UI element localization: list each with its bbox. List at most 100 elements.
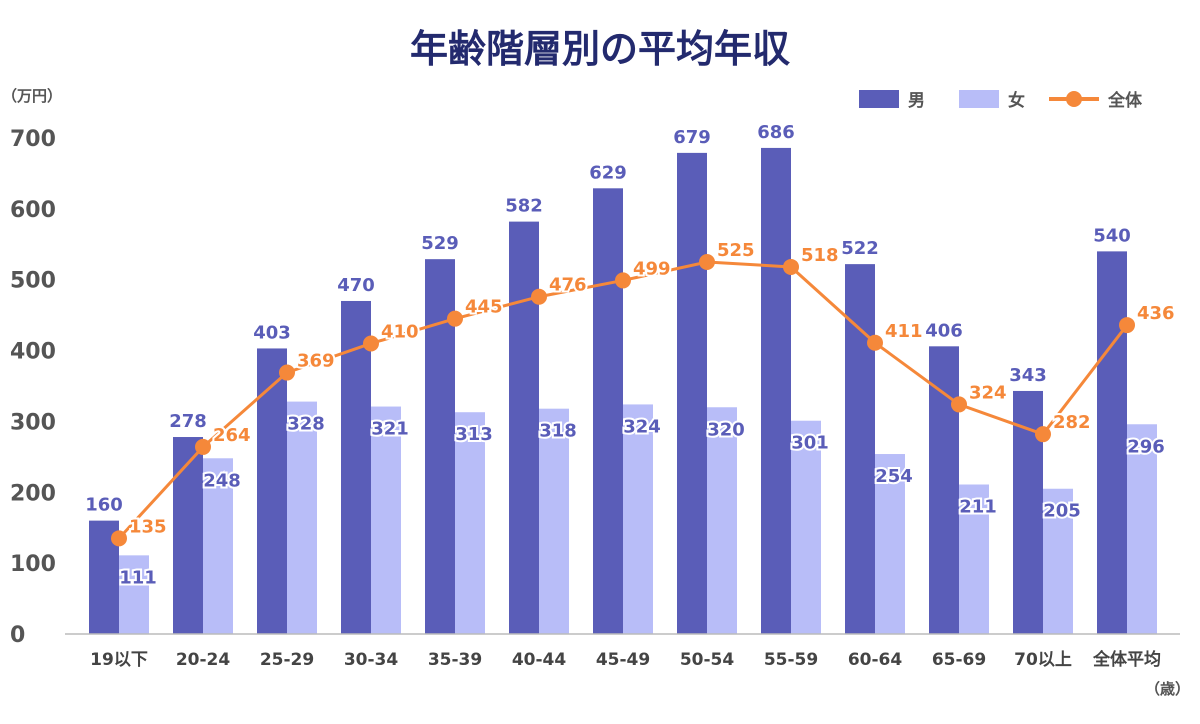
y-tick-label: 0 [10, 623, 25, 648]
data-label-total: 436 [1137, 303, 1175, 324]
bar-male [1097, 251, 1127, 634]
data-label-total: 410 [381, 321, 419, 342]
x-tick-label: 40-44 [512, 650, 567, 670]
x-tick-label: 19以下 [90, 650, 148, 670]
point-total [195, 438, 211, 455]
data-label-total: 282 [1053, 412, 1091, 433]
x-tick-label: 全体平均 [1092, 649, 1161, 670]
y-tick-label: 300 [10, 410, 56, 435]
bar-female [287, 401, 317, 634]
bar-male [845, 264, 875, 634]
point-total [1035, 426, 1051, 443]
data-label-total: 518 [801, 245, 839, 266]
bar-male [929, 346, 959, 634]
bar-female [1127, 424, 1157, 634]
y-tick-label: 500 [10, 269, 56, 294]
x-tick-label: 20-24 [176, 650, 231, 670]
y-tick-label: 400 [10, 340, 56, 365]
point-total [1119, 317, 1135, 334]
bar-female [119, 555, 149, 634]
bar-female [959, 484, 989, 634]
x-tick-label: 60-64 [848, 650, 903, 670]
x-tick-label: 30-34 [344, 650, 399, 670]
data-label-male: 406 [925, 320, 963, 341]
bar-female [623, 404, 653, 634]
data-label-male: 540 [1093, 225, 1131, 246]
data-label-female: 313 [455, 424, 493, 445]
data-label-female: 296 [1127, 436, 1165, 457]
bar-male [341, 300, 371, 634]
point-total [699, 254, 715, 270]
point-total [615, 272, 631, 289]
data-label-male: 522 [841, 238, 879, 259]
y-tick-label: 200 [10, 481, 56, 506]
bar-female [875, 454, 905, 634]
x-tick-label: 25-29 [260, 650, 314, 670]
data-label-total: 525 [717, 240, 755, 261]
data-label-total: 369 [297, 351, 335, 372]
bar-male [509, 221, 539, 634]
bar-female [371, 406, 401, 634]
point-total [867, 334, 883, 351]
data-label-total: 264 [213, 425, 251, 446]
data-label-male: 160 [85, 495, 123, 516]
x-tick-label: 35-39 [428, 650, 482, 670]
point-total [531, 288, 547, 305]
data-label-total: 476 [549, 275, 587, 296]
legend-swatch-female [959, 90, 999, 108]
legend-swatch-male [859, 90, 899, 108]
data-label-female: 320 [707, 419, 745, 440]
bar-female [707, 407, 737, 634]
data-label-total: 324 [969, 382, 1007, 403]
data-label-female: 111 [119, 567, 157, 588]
x-tick-label: 50-54 [680, 650, 735, 670]
chart-title: 年齢階層別の平均年収 [410, 27, 790, 71]
point-total [111, 530, 127, 547]
y-axis-label: （万円） [2, 87, 62, 105]
y-tick-label: 700 [10, 127, 56, 152]
bar-male [173, 437, 203, 634]
data-label-female: 248 [203, 470, 241, 491]
data-label-male: 686 [757, 122, 795, 143]
data-label-female: 318 [539, 421, 577, 442]
bar-female [203, 458, 233, 634]
legend-label-total: 全体 [1107, 90, 1143, 111]
legend-label-male: 男 [908, 91, 925, 111]
x-axis-label: （歳） [1145, 680, 1190, 698]
y-tick-label: 600 [10, 198, 56, 223]
data-label-male: 278 [169, 411, 207, 432]
data-label-male: 582 [505, 196, 543, 217]
data-label-male: 529 [421, 233, 459, 254]
data-label-female: 328 [287, 414, 325, 435]
bar-female [1043, 488, 1073, 634]
point-total [783, 258, 799, 275]
data-label-female: 324 [623, 416, 661, 437]
legend-label-female: 女 [1008, 90, 1025, 111]
legend-marker-total [1066, 91, 1082, 107]
data-label-total: 135 [129, 516, 167, 537]
bar-male [761, 147, 791, 635]
bar-female [539, 408, 569, 634]
point-total [951, 396, 967, 413]
data-label-male: 470 [337, 275, 375, 296]
data-label-total: 445 [465, 297, 503, 318]
bar-female [791, 420, 821, 634]
y-tick-label: 100 [10, 552, 56, 577]
data-label-male: 629 [589, 162, 627, 183]
bar-male [593, 188, 623, 634]
data-label-female: 211 [959, 496, 997, 517]
x-tick-label: 45-49 [596, 650, 650, 670]
data-label-female: 254 [875, 466, 913, 487]
point-total [447, 310, 463, 327]
x-tick-label: 55-59 [764, 650, 818, 670]
data-label-male: 679 [673, 127, 711, 148]
bar-male [257, 348, 287, 634]
data-label-female: 205 [1043, 501, 1081, 522]
data-label-male: 343 [1009, 365, 1047, 386]
point-total [279, 364, 295, 381]
x-tick-label: 65-69 [932, 650, 986, 670]
data-label-female: 301 [791, 433, 829, 454]
legend: 男 女 全体 [859, 90, 1143, 111]
bar-female [455, 412, 485, 634]
